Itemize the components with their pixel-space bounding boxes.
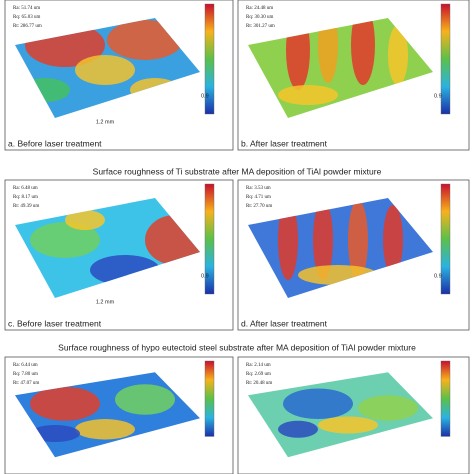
surface-feature (107, 20, 183, 60)
surface-feature (20, 78, 70, 102)
surface-feature (30, 425, 80, 442)
roughness-stat: Rq: 8.17 um (13, 195, 38, 200)
surface (248, 198, 433, 298)
surface-feature (278, 85, 338, 105)
y-axis-label: 0.9 (434, 273, 442, 279)
surface-feature (130, 78, 180, 102)
color-bar (440, 3, 451, 115)
surface-feature (283, 388, 353, 420)
roughness-stat: Rq: 65.03 um (13, 15, 40, 20)
x-axis-label: 1.2 mm (96, 299, 115, 305)
roughness-stat: Rt: 20.48 um (246, 381, 272, 386)
y-axis-label: 0.9 (434, 93, 442, 99)
roughness-stat: Ra: 24.48 um (246, 6, 273, 11)
color-bar (440, 183, 451, 295)
color-bar (204, 3, 215, 115)
surface-feature (30, 386, 100, 421)
y-axis-label: 0.9 (201, 273, 209, 279)
roughness-stat: Rq: 2.69 um (246, 372, 271, 377)
panel: Ra: 6.44 um Rq: 7.80 um Rt: 47.07 um (4, 356, 234, 474)
y-axis-label: 0.9 (201, 93, 209, 99)
roughness-stat: Rq: 4.71 um (246, 195, 271, 200)
roughness-stat: Rt: 301.27 um (246, 24, 275, 29)
surface-feature (65, 210, 105, 230)
surface-feature (318, 18, 338, 83)
roughness-stat: Rt: 286.77 um (13, 24, 42, 29)
surface-feature (388, 25, 408, 85)
surface-feature (358, 395, 418, 421)
roughness-stat: Rq: 7.80 um (13, 372, 38, 377)
roughness-stat: Ra: 2.14 um (246, 363, 271, 368)
surface-feature (313, 200, 333, 280)
panel: Ra: 6.48 um Rq: 8.17 um Rt: 49.39 um 1.2 mm… (4, 179, 234, 331)
panel-frame (237, 0, 470, 151)
roughness-stat: Rt: 47.07 um (13, 381, 39, 386)
surface-feature (75, 55, 135, 85)
roughness-stat: Rt: 27.70 um (246, 204, 272, 209)
panel-frame (237, 179, 470, 331)
panel-frame (4, 0, 234, 151)
panel-frame (237, 356, 470, 474)
color-bar (204, 183, 215, 295)
color-bar (204, 360, 215, 437)
surface-feature (298, 265, 378, 285)
surface-feature (383, 205, 403, 275)
surface-feature (278, 200, 298, 280)
section-title: Surface roughness of Ti substrate after … (93, 166, 382, 176)
panel-caption: d. After laser treatment (241, 318, 328, 328)
panel: Ra: 3.53 um Rq: 4.71 um Rt: 27.70 um 0.9 d. … (237, 179, 470, 331)
surface-feature (351, 18, 375, 85)
panel: Ra: 24.48 um Rq: 30.30 um Rt: 301.27 um 0.9… (237, 0, 470, 151)
surface-feature (286, 18, 310, 90)
surface-feature (75, 419, 135, 440)
x-axis-label: 1.2 mm (96, 119, 115, 125)
panel: Ra: 51.74 um Rq: 65.03 um Rt: 286.77 um 1.2… (4, 0, 234, 151)
panel-caption: c. Before laser treatment (8, 318, 102, 328)
surface-feature (278, 420, 318, 438)
surface-feature (90, 255, 160, 285)
surface-feature (348, 200, 368, 280)
panel: Ra: 2.14 um Rq: 2.69 um Rt: 20.48 um (237, 356, 470, 474)
roughness-stat: Ra: 6.44 um (13, 363, 38, 368)
roughness-stat: Ra: 6.48 um (13, 186, 38, 191)
panel-frame (4, 356, 234, 474)
roughness-stat: Ra: 51.74 um (13, 6, 40, 11)
color-bar (440, 360, 451, 437)
panel-caption: b. After laser treatment (241, 138, 328, 148)
roughness-stat: Rt: 49.39 um (13, 204, 39, 209)
surface-feature (30, 222, 100, 258)
surface-feature (145, 215, 200, 265)
surface-feature (318, 416, 378, 434)
surface-feature (115, 384, 175, 415)
roughness-stat: Rq: 30.30 um (246, 15, 273, 20)
panel-frame (4, 179, 234, 331)
panel-caption: a. Before laser treatment (8, 138, 102, 148)
section-title: Surface roughness of hypo eutectoid stee… (58, 342, 416, 352)
roughness-stat: Ra: 3.53 um (246, 186, 271, 191)
